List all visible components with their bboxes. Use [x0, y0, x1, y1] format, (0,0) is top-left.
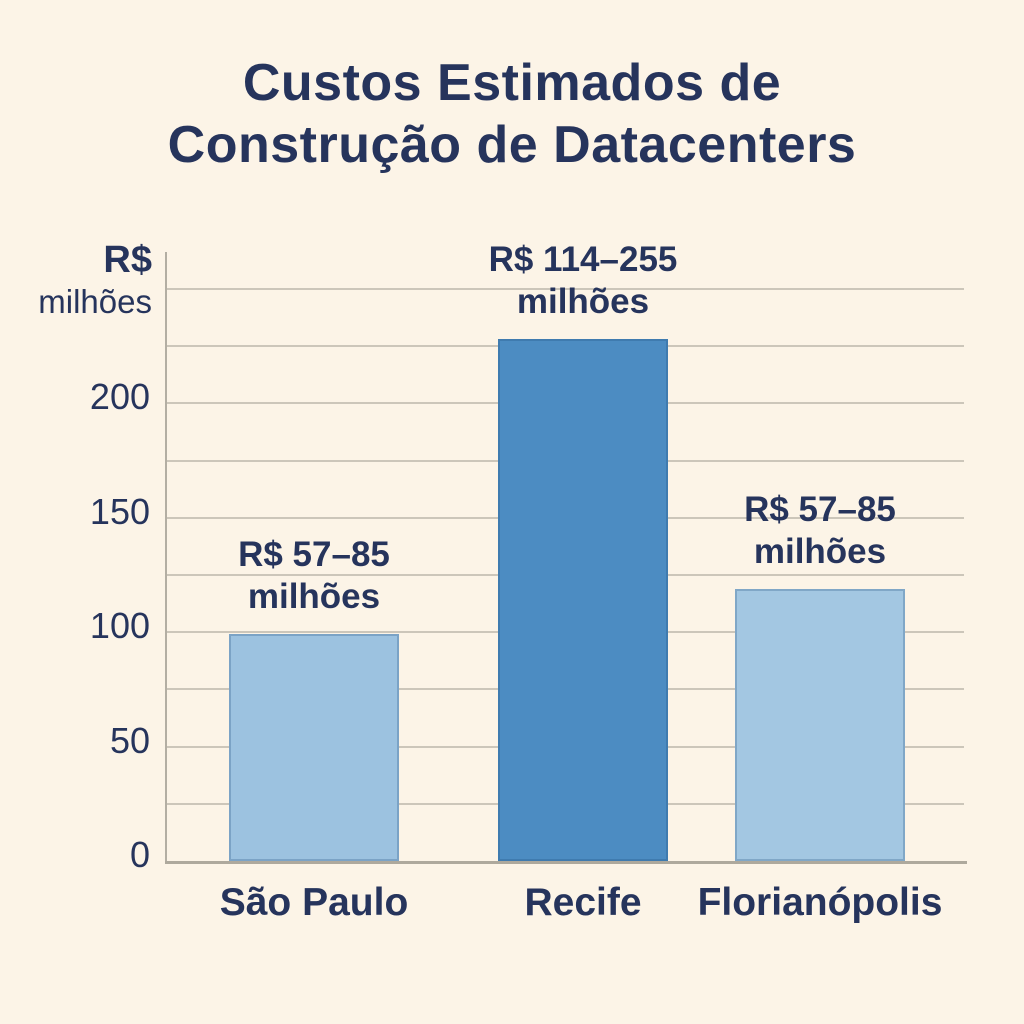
bar-value-range: R$ 57–85	[744, 489, 896, 529]
gridline-250	[166, 288, 964, 290]
y-tick-label-0: 0	[129, 834, 150, 875]
bar-s-o-paulo	[229, 634, 399, 861]
y-tick-label-150: 150	[89, 490, 150, 532]
bar-value-label-2: R$ 114–255 milhões	[403, 239, 763, 323]
y-axis-unit-millions: milhões	[38, 282, 152, 320]
x-axis-line	[165, 861, 967, 864]
bar-value-range: R$ 114–255	[488, 240, 678, 280]
bar-value-range: R$ 57–85	[238, 535, 390, 575]
y-tick-label-200: 200	[89, 376, 150, 418]
y-tick-label-100: 100	[89, 605, 150, 647]
bar-florian-polis	[735, 588, 905, 861]
bar-value-unit: milhões	[753, 531, 887, 571]
x-category-label-3: Florianópolis	[697, 881, 943, 924]
y-axis-unit-label: R$ milhões	[0, 238, 152, 322]
x-category-label-2: Recife	[524, 881, 642, 924]
bar-value-label-3: R$ 57–85 milhões	[640, 489, 1000, 573]
bar-value-unit: milhões	[516, 282, 650, 322]
y-axis-unit-currency: R$	[103, 239, 152, 281]
chart-title-line1: Custos Estimados de	[242, 54, 782, 112]
bar-value-unit: milhões	[247, 577, 381, 617]
bar-value-label-1: R$ 57–85 milhões	[134, 534, 494, 618]
x-category-label-1: São Paulo	[219, 881, 409, 924]
bar-recife	[498, 339, 668, 861]
chart-title: Custos Estimados de Construção de Datace…	[0, 52, 1024, 177]
y-tick-label-50: 50	[109, 719, 150, 761]
y-axis-line	[165, 252, 167, 863]
chart-title-line2: Construção de Datacenters	[167, 116, 857, 175]
